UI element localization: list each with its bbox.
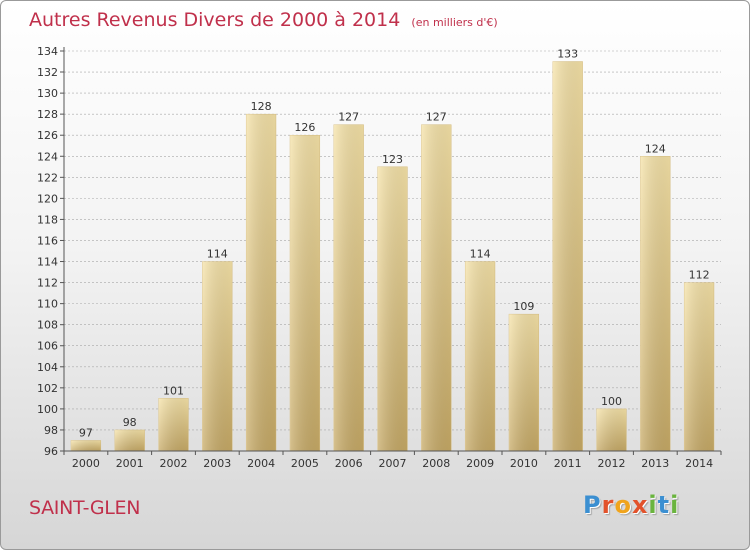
y-tick-label: 130 [37, 87, 58, 100]
bars-layer [70, 61, 715, 452]
bar-value-label: 127 [338, 111, 359, 124]
bar-value-label: 127 [426, 111, 447, 124]
x-tick-label: 2009 [466, 457, 494, 470]
y-tick-label: 128 [37, 108, 58, 121]
y-tick-label: 114 [37, 256, 58, 269]
chart-unit-text: (en milliers d'€) [411, 16, 498, 29]
bar-shading [333, 124, 364, 452]
logo-letter: x [631, 491, 649, 519]
x-tick-label: 2006 [335, 457, 363, 470]
bar-shading [640, 156, 671, 451]
logo-letter: i [648, 491, 658, 519]
bar-shading [114, 429, 145, 451]
bar-shading [377, 166, 408, 451]
bar-value-label: 98 [123, 416, 137, 429]
x-tick-label: 2011 [554, 457, 582, 470]
x-tick-label: 2013 [641, 457, 669, 470]
x-tick-label: 2010 [510, 457, 538, 470]
x-tick-label: 2004 [247, 457, 275, 470]
x-tick-label: 2002 [160, 457, 188, 470]
logo-letter: t [657, 491, 671, 519]
bar-value-label: 128 [251, 100, 272, 113]
chart-title: Autres Revenus Divers de 2000 à 2014 (en… [29, 9, 498, 31]
bar-value-label: 133 [557, 48, 578, 61]
x-tick-label: 2001 [116, 457, 144, 470]
logo-letter: r [601, 491, 615, 519]
y-tick-label: 118 [37, 213, 58, 226]
proxiti-logo: Proxiti [583, 491, 679, 519]
y-tick-label: 96 [44, 445, 58, 458]
x-tick-label: 2003 [203, 457, 231, 470]
y-tick-label: 116 [37, 234, 58, 247]
bar-shading [596, 408, 627, 451]
bar-shading [684, 282, 714, 451]
x-tick-label: 2008 [422, 457, 450, 470]
bar-shading [290, 135, 320, 452]
x-tick-label: 2005 [291, 457, 319, 470]
x-tick-label: 2012 [598, 457, 626, 470]
bar-shading [552, 61, 583, 452]
logo-letter: P [583, 491, 602, 519]
bar-shading [246, 114, 276, 451]
bar-value-label: 123 [382, 153, 403, 166]
y-tick-label: 120 [37, 192, 58, 205]
chart-title-text: Autres Revenus Divers de 2000 à 2014 [29, 9, 401, 31]
y-tick-label: 112 [37, 277, 58, 290]
y-tick-label: 108 [37, 319, 58, 332]
y-tick-label: 100 [37, 403, 58, 416]
axis-layer: 96 98 100 102 104 106 108 110 112 114 116 118 120 122… [37, 45, 722, 470]
bar-shading [509, 314, 539, 451]
y-tick-label: 134 [37, 45, 58, 58]
x-tick-label: 2000 [72, 457, 100, 470]
x-tick-label: 2007 [379, 457, 407, 470]
bar-shading [421, 124, 452, 452]
x-tick-label: 2014 [685, 457, 713, 470]
bar-value-label: 124 [645, 142, 666, 155]
y-tick-label: 102 [37, 382, 58, 395]
bar-shading [202, 261, 233, 451]
bar-value-label: 109 [513, 300, 534, 313]
y-tick-label: 106 [37, 340, 58, 353]
bar-value-label: 126 [294, 121, 315, 134]
logo-letter: i [670, 491, 680, 519]
city-name: SAINT-GLEN [29, 497, 141, 519]
y-tick-label: 104 [37, 361, 58, 374]
y-tick-label: 132 [37, 66, 58, 79]
y-tick-label: 98 [44, 424, 58, 437]
y-tick-label: 122 [37, 171, 58, 184]
bar-value-label: 114 [207, 248, 228, 261]
y-tick-label: 110 [37, 298, 58, 311]
y-tick-label: 126 [37, 129, 58, 142]
bar-value-label: 101 [163, 384, 184, 397]
y-tick-label: 124 [37, 150, 58, 163]
logo-letter: o [614, 491, 632, 519]
bar-value-label: 100 [601, 395, 622, 408]
bar-shading [158, 398, 189, 451]
bar-shading [71, 440, 101, 451]
bar-shading [465, 261, 495, 451]
bar-value-label: 112 [689, 269, 710, 282]
bar-value-label: 97 [79, 426, 93, 439]
bar-value-label: 114 [470, 248, 491, 261]
